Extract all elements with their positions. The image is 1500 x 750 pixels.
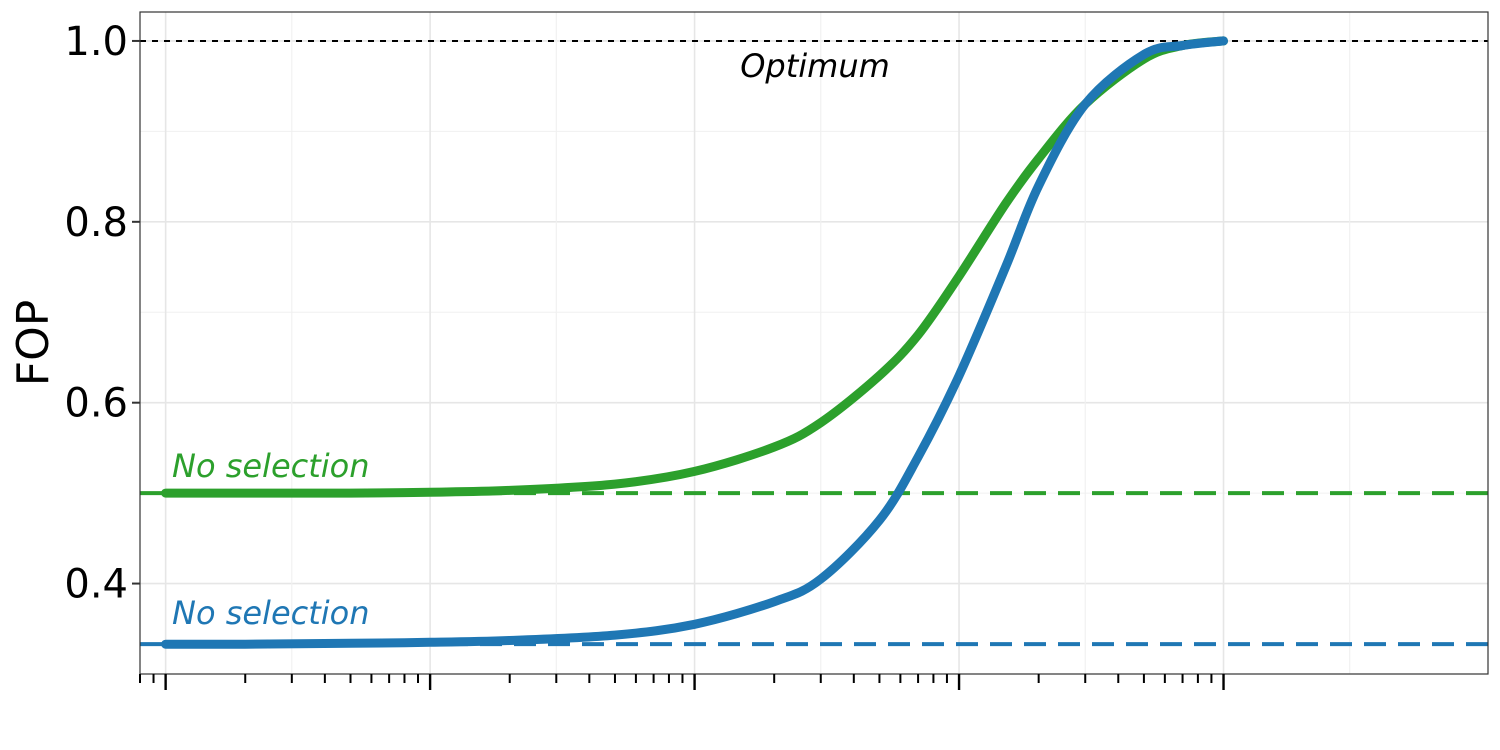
y-tick-label: 0.4 [64,562,128,608]
reference-line-label: No selection [172,447,370,485]
y-tick-label: 0.8 [64,200,128,246]
grid [140,12,1488,675]
series-lines [161,36,1228,649]
series-line [161,36,1228,649]
y-axis-title: FOP [8,300,59,386]
x-axis-ticks [139,674,1225,690]
y-axis: 0.4 0.6 0.8 1.0 [64,19,140,608]
reference-line-label: No selection [172,594,370,632]
y-tick-label: 0.6 [64,381,128,427]
y-tick-label: 1.0 [64,19,128,65]
reference-line-label: Optimum [740,47,890,85]
plot-border [139,11,1489,675]
plot-background [140,12,1488,674]
